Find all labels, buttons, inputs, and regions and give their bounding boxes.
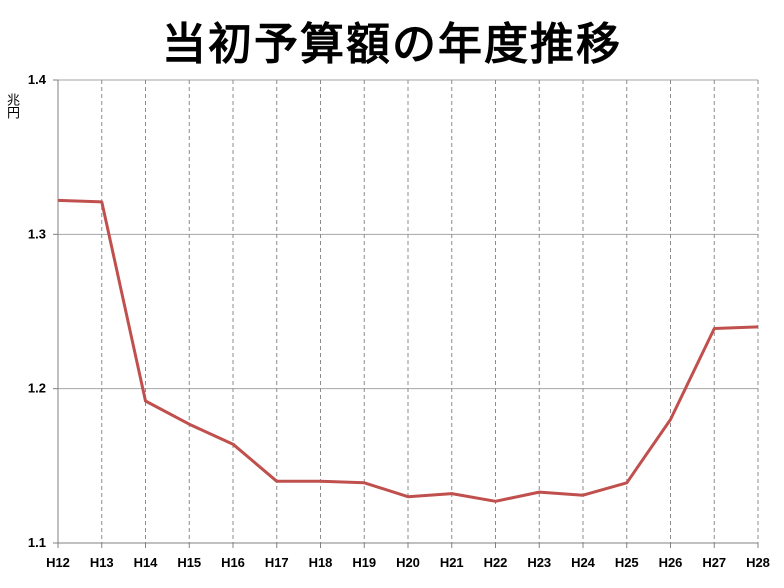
x-tick-label: H16: [221, 555, 245, 570]
chart-title: 当初予算額の年度推移: [162, 19, 622, 70]
x-tick-label: H12: [46, 555, 70, 570]
series-line: [57, 198, 759, 503]
x-tick-label: H23: [527, 555, 551, 570]
x-tick-label: H22: [484, 555, 508, 570]
x-tick-label: H27: [702, 555, 726, 570]
x-tick-label: H28: [746, 555, 770, 570]
y-tick-labels: 1.1 1.2 1.3 1.4: [28, 72, 47, 550]
x-tick-label: H20: [396, 555, 420, 570]
x-tick-label: H14: [134, 555, 159, 570]
y-tick-label: 1.3: [28, 226, 46, 241]
x-tick-label: H17: [265, 555, 289, 570]
x-tick-label: H25: [615, 555, 639, 570]
y-tick-label: 1.4: [28, 72, 47, 87]
data-series: [57, 198, 759, 503]
y-tick-label: 1.1: [28, 535, 46, 550]
x-tick-label: H15: [177, 555, 201, 570]
x-tick-label: H21: [440, 555, 464, 570]
x-tick-label: H13: [90, 555, 114, 570]
x-tick-labels: H12 H13 H14 H15 H16 H17 H18 H19 H20 H21 H22 H23 H24 H…: [46, 555, 770, 570]
x-tick-label: H26: [659, 555, 683, 570]
gridlines: [58, 79, 759, 544]
x-tick-label: H18: [309, 555, 333, 570]
x-tick-label: H24: [571, 555, 596, 570]
y-axis-unit-label: 兆円: [4, 93, 19, 119]
y-tick-label: 1.2: [28, 381, 46, 396]
x-tick-label: H19: [352, 555, 376, 570]
axes: [53, 79, 759, 548]
